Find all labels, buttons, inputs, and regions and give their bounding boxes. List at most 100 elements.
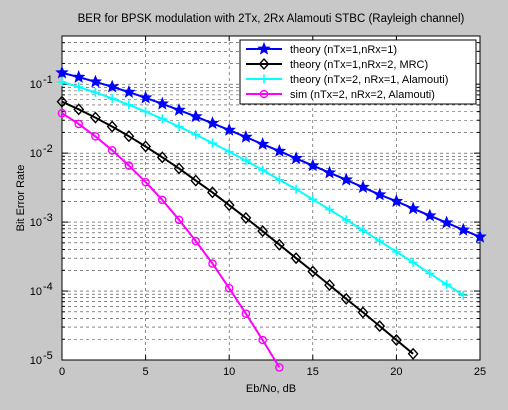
y-axis-label: Bit Error Rate <box>15 165 27 232</box>
x-tick-label: 20 <box>390 366 402 378</box>
data-point <box>458 290 468 300</box>
x-tick-label: 5 <box>143 366 149 378</box>
data-point <box>91 132 100 141</box>
data-point <box>255 137 270 150</box>
data-point <box>73 103 85 116</box>
data-point <box>257 225 269 238</box>
data-point <box>207 138 217 148</box>
legend-label-0: theory (nTx=1,nRx=1) <box>290 44 397 56</box>
data-point <box>356 180 370 193</box>
data-point <box>191 130 201 140</box>
series-3 <box>57 108 284 372</box>
series-line-1 <box>61 100 414 355</box>
data-point <box>306 158 320 172</box>
y-tick-label: 10 <box>30 286 42 298</box>
data-point <box>340 292 352 305</box>
legend-label-1: theory (nTx=1,nRx=2, MRC) <box>290 59 428 71</box>
legend: theory (nTx=1,nRx=1) theory (nTx=1,nRx=2… <box>239 39 477 105</box>
series-1 <box>56 95 419 360</box>
data-point <box>107 93 117 103</box>
data-point <box>74 82 84 92</box>
y-tick-label: 10 <box>30 79 42 91</box>
series-2 <box>57 77 468 300</box>
chart-title: BER for BPSK modulation with 2Tx, 2Rx Al… <box>78 13 465 25</box>
data-point <box>222 122 236 136</box>
data-point <box>224 147 234 157</box>
x-tick-label: 25 <box>474 366 486 378</box>
data-point <box>173 162 185 175</box>
data-point <box>325 205 335 215</box>
data-point <box>158 195 167 205</box>
data-point <box>140 140 152 153</box>
y-tick-exponent: -4 <box>43 281 53 293</box>
data-point <box>155 96 170 110</box>
x-tick-label: 10 <box>223 366 235 378</box>
data-point <box>341 215 351 225</box>
x-tick-label: 15 <box>307 366 319 378</box>
data-point <box>172 103 186 116</box>
data-point <box>372 187 387 201</box>
data-point <box>224 283 234 293</box>
data-point <box>157 114 167 124</box>
data-point <box>207 186 218 199</box>
data-point <box>473 229 487 243</box>
data-point <box>223 199 235 212</box>
legend-label-3: sim (nTx=2, nRx=2, Alamouti) <box>290 89 435 101</box>
data-point <box>107 145 117 155</box>
data-point <box>390 333 402 347</box>
y-tick-label: 10 <box>30 217 42 229</box>
data-point <box>375 236 385 246</box>
data-point <box>174 122 184 132</box>
data-point <box>55 65 69 79</box>
data-point <box>408 257 418 267</box>
data-point <box>239 129 253 143</box>
y-tick-exponent: -1 <box>43 74 53 86</box>
data-point <box>74 119 84 129</box>
data-point <box>56 95 68 108</box>
data-point <box>324 279 335 292</box>
data-point <box>456 222 471 236</box>
data-point <box>290 252 302 265</box>
data-point <box>189 109 203 123</box>
data-point <box>90 87 100 97</box>
data-point <box>190 174 202 187</box>
legend-marker-1 <box>258 57 270 71</box>
data-point <box>307 265 319 278</box>
data-point <box>389 194 404 208</box>
data-point <box>391 247 401 257</box>
data-point <box>241 309 251 318</box>
data-point <box>406 201 420 215</box>
data-point <box>358 225 368 235</box>
data-point <box>124 161 134 170</box>
data-point <box>272 144 287 157</box>
data-point <box>71 69 86 83</box>
legend-marker-0 <box>257 41 271 55</box>
data-point <box>275 363 284 372</box>
y-tick-label: 10 <box>30 355 42 367</box>
y-tick-exponent: -3 <box>43 212 53 224</box>
data-point <box>156 151 168 164</box>
data-point <box>141 107 151 117</box>
legend-marker-2 <box>259 74 269 84</box>
series-0 <box>55 65 487 243</box>
data-point <box>123 130 135 143</box>
data-point <box>122 84 136 98</box>
x-axis-label: Eb/No, dB <box>246 383 296 395</box>
data-point <box>308 194 318 204</box>
data-point <box>105 79 119 93</box>
data-point <box>407 347 419 360</box>
data-point <box>258 165 268 175</box>
data-point <box>274 175 284 185</box>
data-point <box>89 111 101 124</box>
data-point <box>106 120 118 133</box>
data-point <box>273 238 285 251</box>
data-point <box>205 116 220 129</box>
data-point <box>258 335 267 345</box>
data-point <box>191 236 201 246</box>
data-point <box>423 208 437 222</box>
data-point <box>174 215 184 225</box>
data-point <box>240 211 252 224</box>
y-tick-exponent: -5 <box>43 350 53 362</box>
plot-frame <box>61 35 481 361</box>
